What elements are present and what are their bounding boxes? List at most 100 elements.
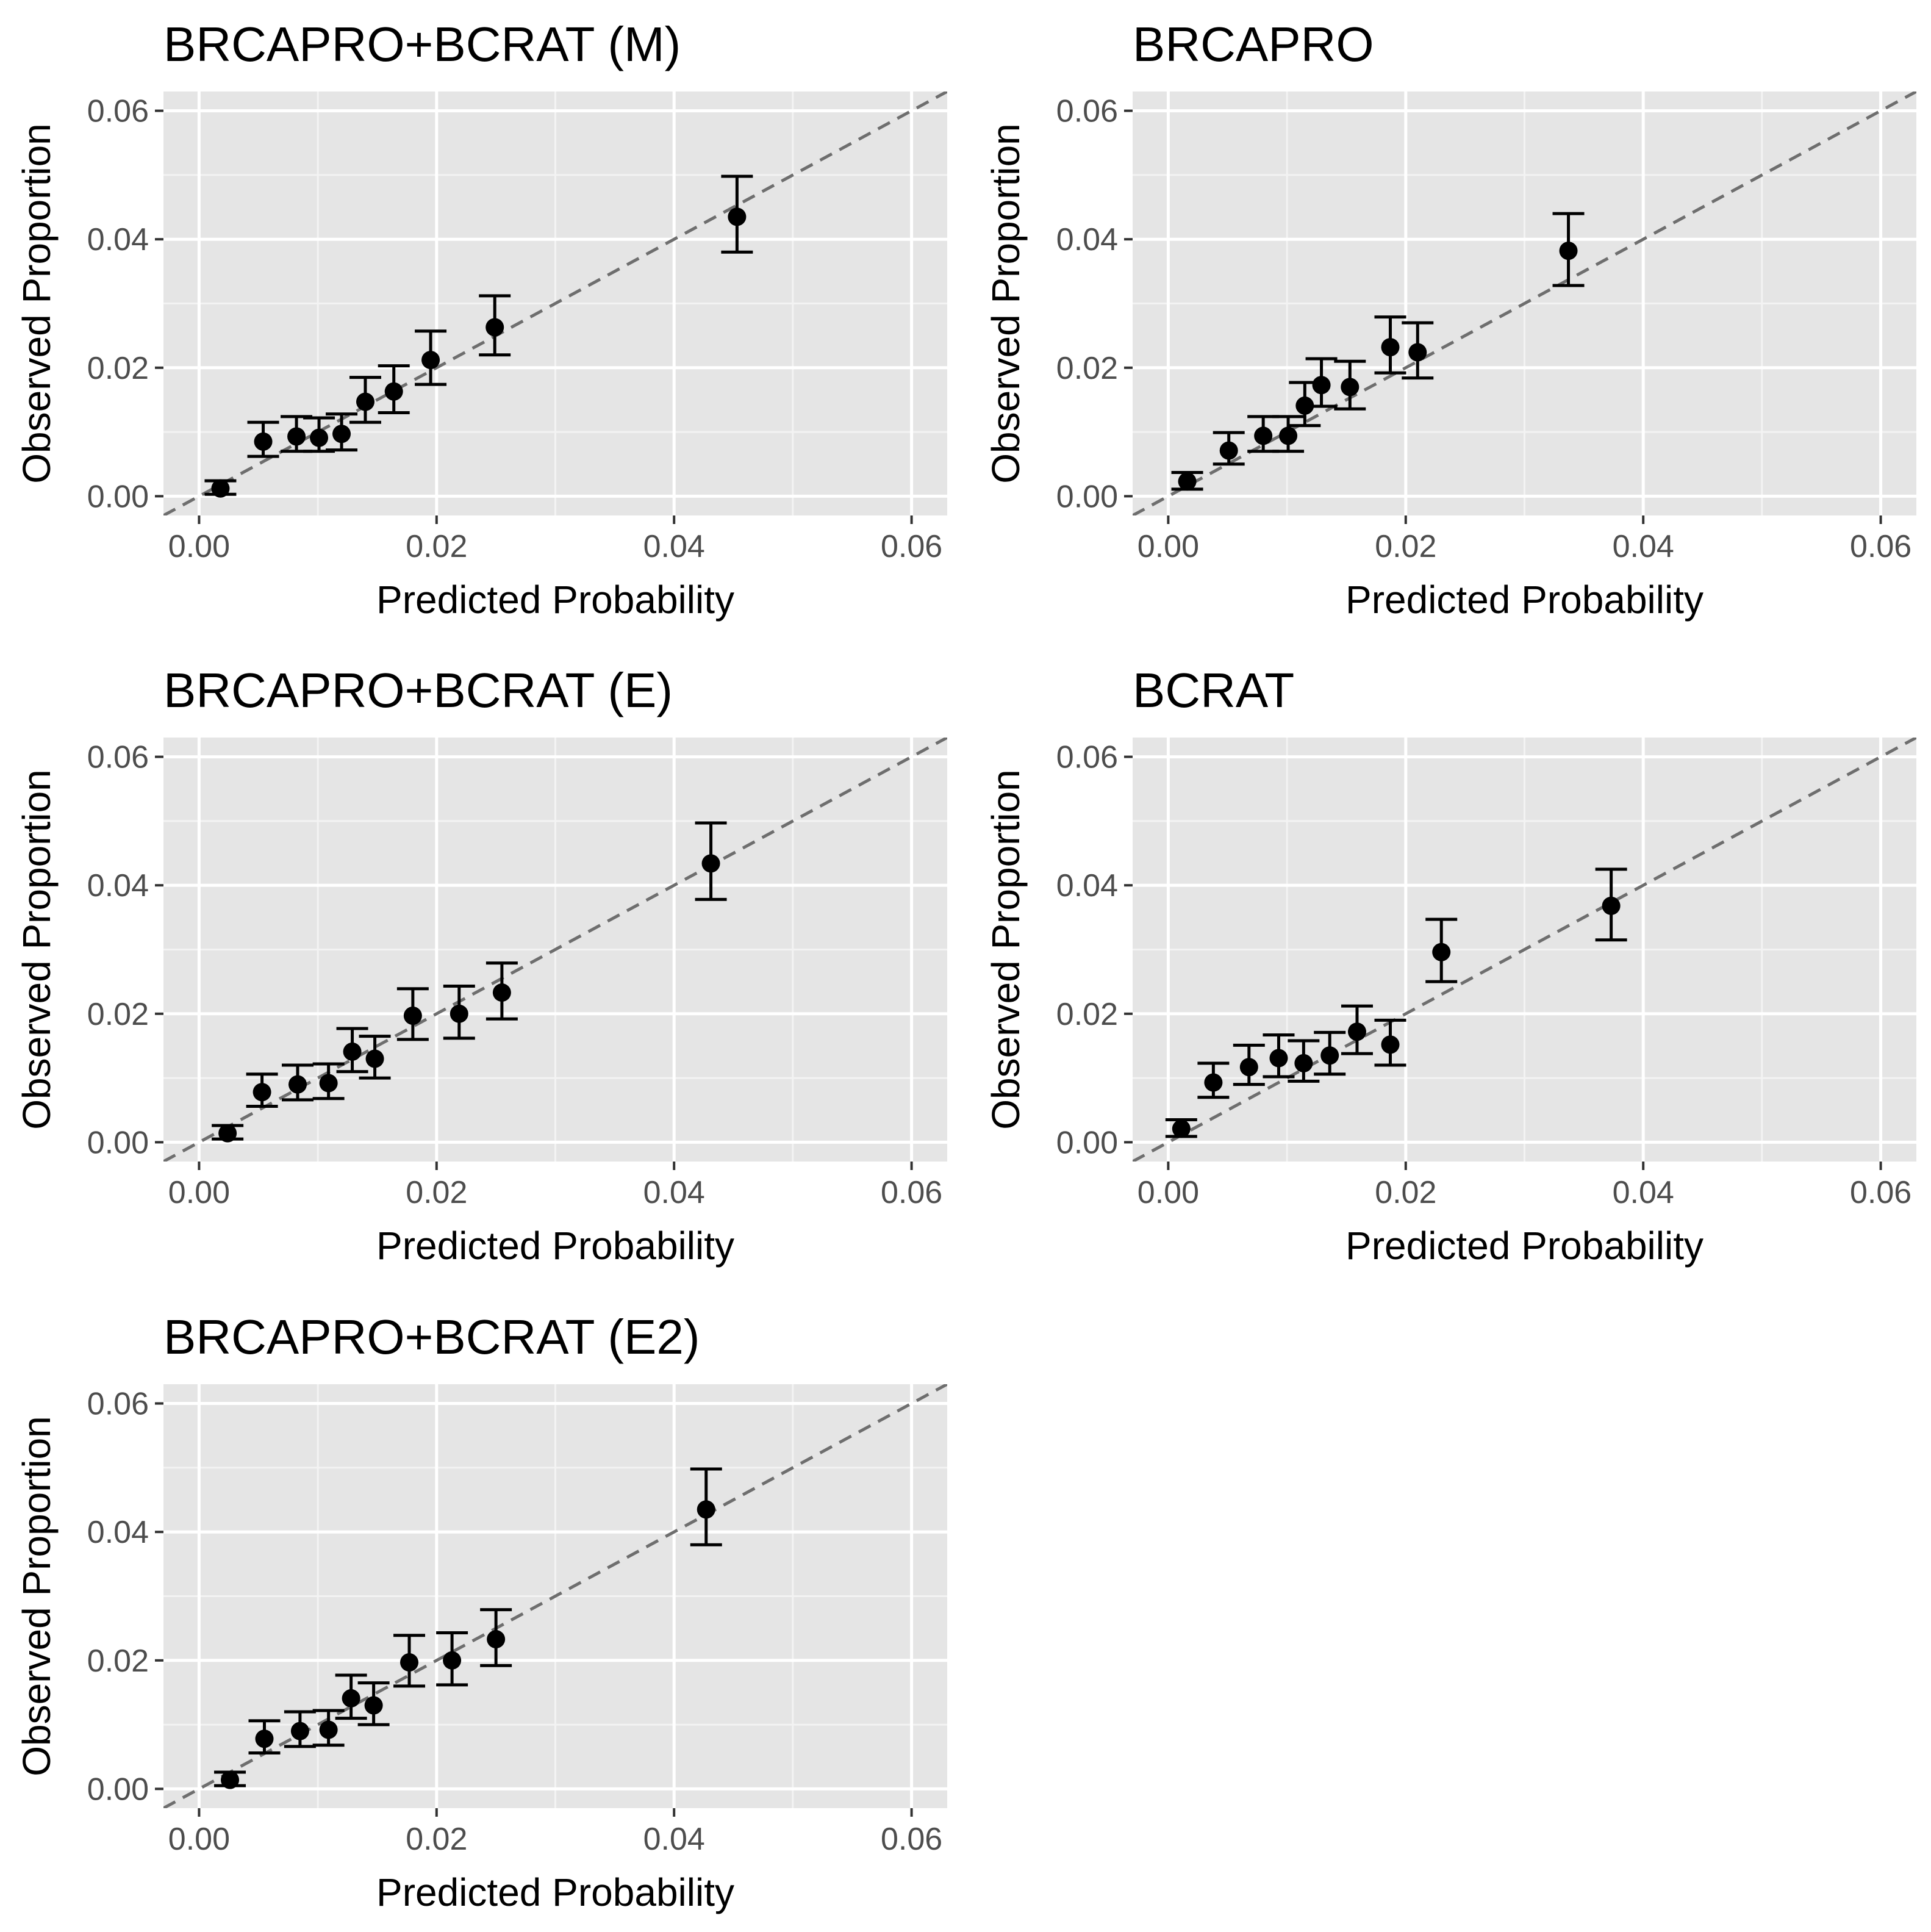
data-point (253, 1083, 271, 1102)
data-point (1178, 472, 1197, 491)
reference-line (163, 1384, 947, 1808)
data-point (1219, 441, 1238, 460)
x-tick-label: 0.04 (643, 1822, 705, 1857)
x-tick-label: 0.02 (1375, 1175, 1436, 1210)
y-axis-title: Observed Proportion (984, 123, 1028, 484)
y-tick-label: 0.04 (87, 222, 149, 257)
x-tick-label: 0.06 (881, 1175, 942, 1210)
data-point (364, 1696, 383, 1715)
data-point (403, 1006, 422, 1025)
data-point (211, 479, 230, 498)
x-axis-title: Predicted Probability (376, 1870, 734, 1914)
data-point (287, 427, 306, 446)
y-axis-title: Observed Proportion (15, 1416, 59, 1776)
data-point (701, 854, 720, 873)
data-point (421, 351, 440, 370)
x-tick-label: 0.00 (168, 1175, 230, 1210)
x-axis-title: Predicted Probability (1345, 578, 1704, 622)
data-point (1432, 943, 1451, 961)
y-tick-label: 0.06 (87, 1387, 149, 1422)
data-point (1254, 426, 1273, 445)
x-tick-label: 0.04 (1613, 1175, 1674, 1210)
x-tick-label: 0.02 (406, 529, 467, 564)
x-tick-label: 0.00 (1137, 529, 1199, 564)
x-tick-label: 0.04 (643, 529, 705, 564)
reference-line (1133, 738, 1916, 1162)
data-point (1559, 242, 1578, 260)
data-point (492, 983, 511, 1002)
y-tick-label: 0.04 (87, 868, 149, 903)
data-point (288, 1075, 307, 1094)
data-point (1269, 1049, 1288, 1068)
reference-line (1133, 92, 1916, 515)
data-point (290, 1722, 309, 1740)
y-tick-label: 0.00 (87, 1125, 149, 1160)
y-tick-label: 0.04 (1056, 868, 1118, 903)
y-tick-label: 0.06 (87, 94, 149, 129)
x-tick-label: 0.00 (168, 1822, 230, 1857)
reference-line (163, 92, 947, 515)
x-tick-label: 0.00 (1137, 1175, 1199, 1210)
chart-panel-5: 0.00 0.02 0.04 0.06 0.00 0.02 0.04 0.06 BRCAPRO+… (15, 1310, 947, 1914)
data-point (1295, 396, 1314, 415)
y-tick-label: 0.00 (87, 479, 149, 514)
data-point (450, 1004, 468, 1023)
data-point (697, 1500, 715, 1519)
data-point (221, 1770, 240, 1789)
data-point (319, 1720, 338, 1739)
chart-title: BRCAPRO+BCRAT (E) (163, 663, 673, 717)
data-point (1341, 378, 1360, 397)
x-tick-label: 0.06 (881, 1822, 942, 1857)
x-tick-label: 0.04 (643, 1175, 705, 1210)
data-point (1408, 343, 1427, 362)
data-point (310, 428, 329, 447)
data-point (254, 432, 273, 451)
x-tick-label: 0.00 (168, 529, 230, 564)
data-point (400, 1653, 419, 1672)
data-point (1294, 1054, 1313, 1072)
y-tick-label: 0.04 (1056, 222, 1118, 257)
x-axis-title: Predicted Probability (1345, 1224, 1704, 1268)
data-point (384, 382, 403, 401)
chart-panel-1: 0.00 0.02 0.04 0.06 0.00 0.02 0.04 0.06 BRCAPRO+… (15, 17, 947, 622)
y-tick-label: 0.02 (87, 997, 149, 1032)
x-tick-label: 0.06 (881, 529, 942, 564)
data-point (255, 1729, 274, 1748)
chart-title: BRCAPRO+BCRAT (M) (163, 17, 681, 71)
data-point (1312, 376, 1331, 395)
y-tick-label: 0.02 (1056, 351, 1118, 386)
data-point (356, 392, 374, 411)
data-point (487, 1630, 506, 1649)
x-tick-label: 0.04 (1613, 529, 1674, 564)
data-point (1381, 1035, 1400, 1054)
y-tick-label: 0.06 (1056, 94, 1118, 129)
y-axis-title: Observed Proportion (15, 769, 59, 1130)
y-tick-label: 0.00 (87, 1772, 149, 1807)
data-point (343, 1042, 362, 1061)
reference-line (163, 738, 947, 1162)
chart-panel-2: 0.00 0.02 0.04 0.06 0.00 0.02 0.04 0.06 BRCAPRO P… (984, 17, 1916, 622)
x-tick-label: 0.02 (406, 1175, 467, 1210)
data-point (1320, 1046, 1339, 1065)
chart-title: BCRAT (1133, 663, 1294, 717)
y-tick-label: 0.06 (1056, 740, 1118, 775)
data-point (443, 1651, 462, 1670)
data-point (1239, 1058, 1258, 1077)
y-tick-label: 0.02 (87, 1643, 149, 1679)
data-point (319, 1074, 338, 1093)
y-axis-title: Observed Proportion (15, 123, 59, 484)
y-tick-label: 0.00 (1056, 1125, 1118, 1160)
x-tick-label: 0.06 (1850, 529, 1911, 564)
x-tick-label: 0.02 (406, 1822, 467, 1857)
data-point (1347, 1022, 1366, 1041)
data-point (1204, 1073, 1223, 1092)
x-axis-title: Predicted Probability (376, 1224, 734, 1268)
x-axis-title: Predicted Probability (376, 578, 734, 622)
data-point (342, 1689, 360, 1708)
data-point (728, 207, 747, 226)
data-point (1381, 338, 1400, 357)
data-point (1172, 1119, 1191, 1138)
y-tick-label: 0.04 (87, 1515, 149, 1550)
